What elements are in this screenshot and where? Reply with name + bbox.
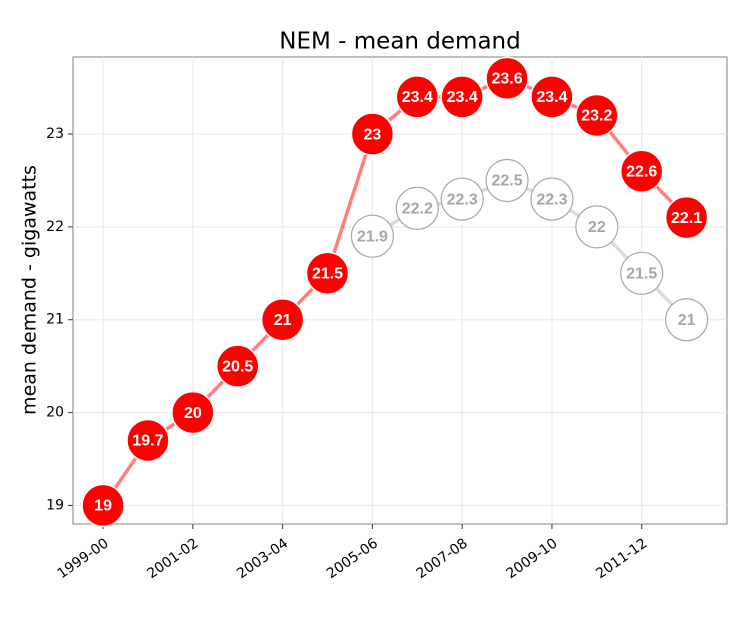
point [530, 177, 574, 221]
data-label: 22.1 [671, 210, 702, 227]
data-label: 21.9 [357, 228, 388, 245]
point [664, 195, 709, 240]
point [350, 112, 395, 156]
data-label: 21.5 [626, 266, 657, 283]
point [485, 158, 529, 203]
x-tick-label: 2005-06 [324, 535, 381, 582]
data-label: 23 [363, 126, 381, 143]
point [620, 251, 664, 295]
point [395, 75, 440, 119]
y-axis-label: mean demand - gigawatts [19, 165, 41, 415]
data-label: 22.6 [626, 163, 657, 180]
point [619, 149, 664, 193]
x-tick-label: 1999-00 [55, 535, 112, 582]
point [305, 251, 350, 296]
point [440, 75, 484, 119]
x-tick-label: 2011-12 [593, 535, 650, 582]
y-tick-label: 19 [46, 497, 64, 513]
point [350, 214, 394, 258]
data-label: 20 [184, 405, 202, 422]
data-label: 21.5 [312, 266, 343, 283]
points: 19 19.7 20 20.5 21 21.5 23 23.4 23.4 23.6 23.4 23.2… [81, 56, 709, 528]
point [575, 205, 619, 249]
data-label: 19.7 [132, 433, 163, 450]
y-tick-label: 23 [46, 126, 64, 142]
point [260, 297, 305, 342]
data-label: 23.2 [581, 108, 612, 125]
data-label: 23.4 [536, 89, 567, 106]
point [530, 75, 574, 119]
y-tick-label: 21 [46, 312, 64, 328]
data-label: 22.5 [491, 173, 522, 190]
data-label: 21 [678, 312, 696, 329]
point [395, 186, 439, 230]
point [485, 56, 529, 101]
point [215, 344, 260, 388]
data-label: 22.3 [536, 191, 567, 208]
point [171, 390, 215, 435]
plot-panel [72, 56, 728, 525]
data-label: 23.6 [491, 71, 522, 88]
x-tick-label: 2003-04 [234, 535, 291, 582]
data-label: 22.3 [447, 191, 478, 208]
data-label: 20.5 [222, 358, 253, 375]
y-tick-label: 22 [46, 219, 64, 235]
data-label: 22.2 [402, 201, 433, 218]
data-label: 23.4 [402, 89, 433, 106]
point [665, 298, 709, 342]
data-label: 23.4 [447, 89, 478, 106]
x-tick-label: 2001-02 [144, 535, 201, 582]
chart-title: NEM - mean demand [279, 29, 520, 55]
point [126, 418, 170, 463]
point [575, 93, 619, 138]
data-label: 19 [94, 498, 112, 515]
x-tick-label: 2007-08 [414, 535, 471, 582]
data-label: 22 [588, 219, 606, 236]
x-tick-label: 2009-10 [503, 535, 560, 582]
data-label: 21 [274, 312, 292, 329]
point [440, 177, 484, 221]
point [81, 483, 125, 528]
y-tick-label: 20 [46, 405, 64, 421]
